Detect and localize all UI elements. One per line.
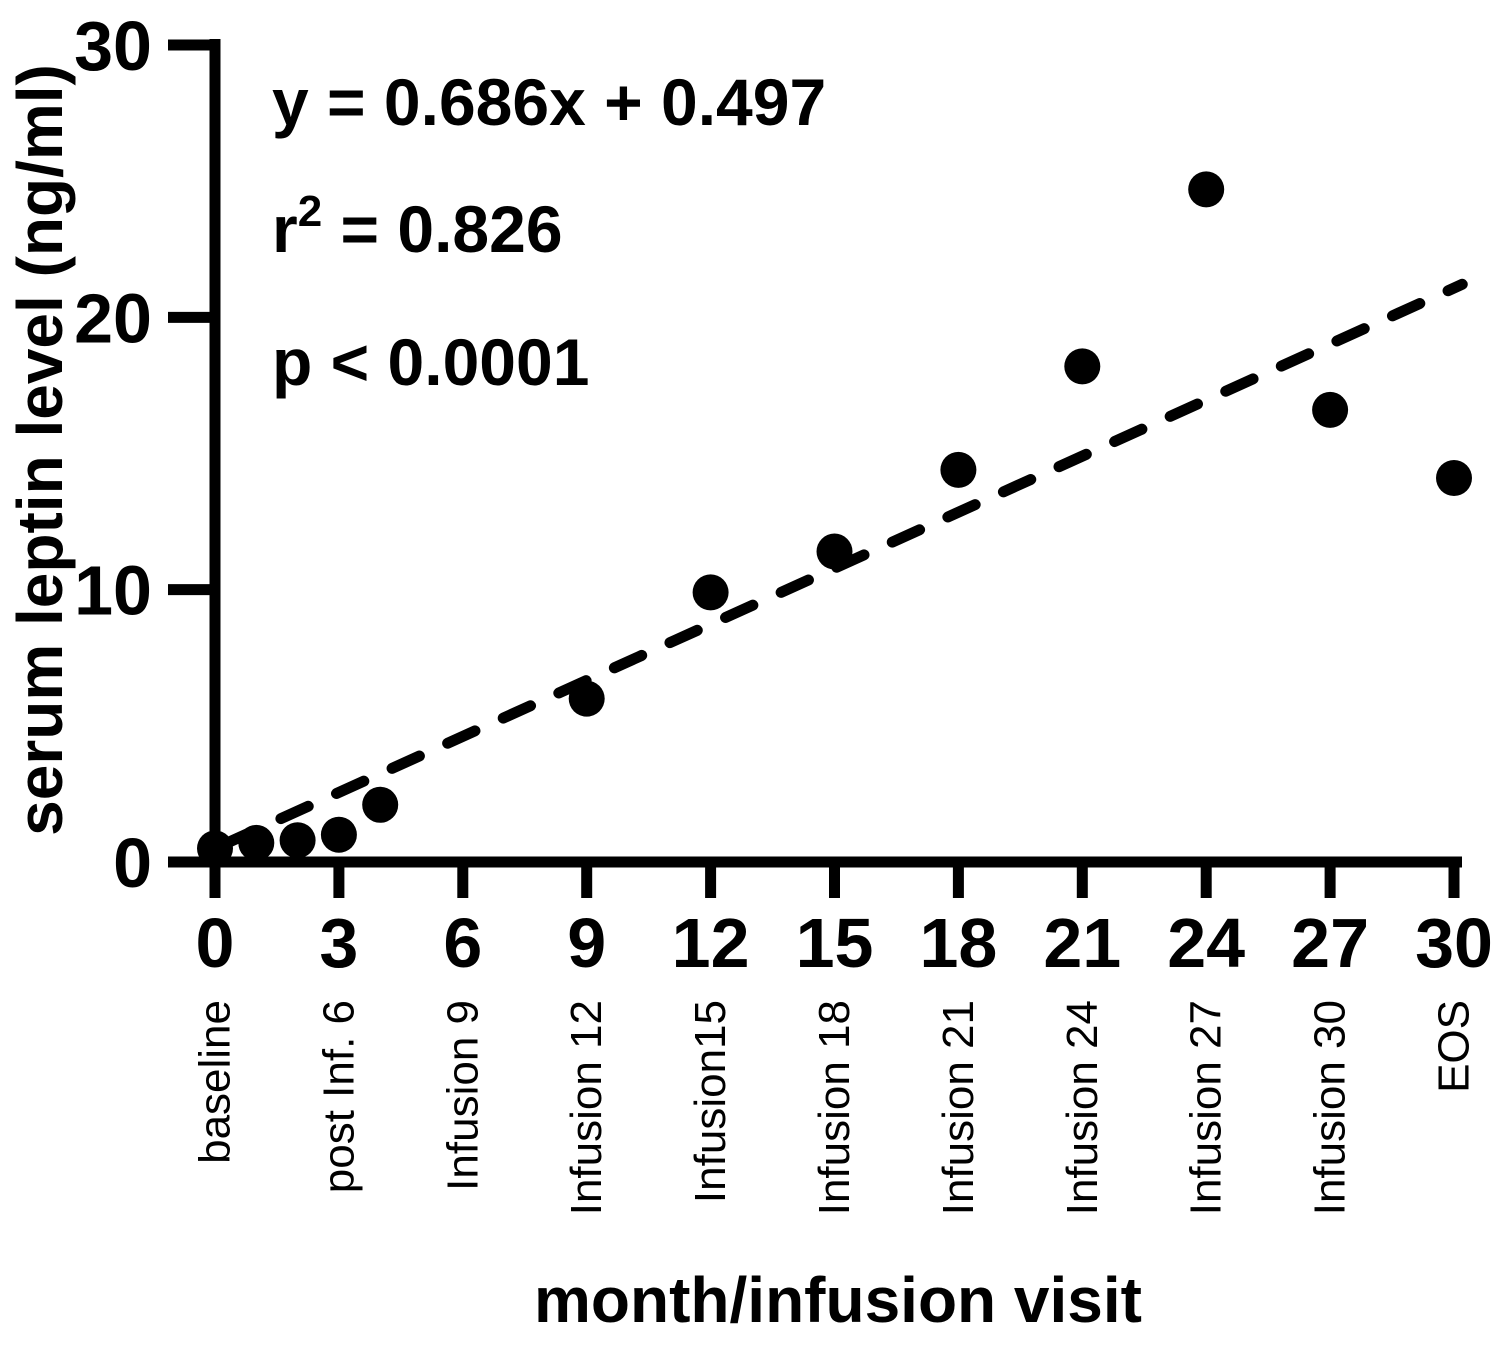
annotation-line: y = 0.686x + 0.497 bbox=[272, 65, 826, 139]
x-visit-label: Infusion 12 bbox=[562, 1000, 611, 1215]
annotation-line: p < 0.0001 bbox=[272, 325, 589, 399]
data-point bbox=[238, 824, 275, 861]
x-tick-label: 3 bbox=[319, 904, 358, 982]
x-visit-label: Infusion 21 bbox=[934, 1000, 983, 1215]
x-visit-label: Infusion15 bbox=[686, 1000, 735, 1203]
x-tick-label: 30 bbox=[1415, 904, 1493, 982]
data-point bbox=[362, 786, 399, 823]
y-axis-title: serum leptin level (ng/ml) bbox=[4, 64, 76, 836]
data-point bbox=[279, 822, 316, 859]
y-tick-label: 20 bbox=[74, 279, 152, 357]
data-point bbox=[1064, 348, 1101, 385]
data-point bbox=[1188, 171, 1225, 208]
x-visit-label: Infusion 30 bbox=[1306, 1000, 1355, 1215]
x-tick-label: 9 bbox=[567, 904, 606, 982]
x-tick-label: 0 bbox=[196, 904, 235, 982]
data-point bbox=[1312, 391, 1349, 428]
x-visit-label: Infusion 24 bbox=[1058, 1000, 1107, 1215]
y-tick-label: 10 bbox=[74, 552, 152, 630]
data-point bbox=[816, 533, 853, 570]
data-point bbox=[320, 816, 357, 853]
x-tick-label: 6 bbox=[443, 904, 482, 982]
x-visit-label: Infusion 27 bbox=[1182, 1000, 1231, 1215]
data-point bbox=[940, 451, 977, 488]
x-tick-label: 24 bbox=[1167, 904, 1245, 982]
data-point bbox=[568, 680, 605, 717]
annotation-line: r2 = 0.826 bbox=[272, 187, 563, 266]
data-point bbox=[1436, 460, 1472, 497]
data-point bbox=[197, 830, 233, 867]
x-visit-label: Infusion 9 bbox=[438, 1000, 487, 1191]
x-tick-label: 27 bbox=[1291, 904, 1369, 982]
x-tick-label: 12 bbox=[672, 904, 750, 982]
x-tick-label: 15 bbox=[796, 904, 874, 982]
y-tick-label: 30 bbox=[74, 7, 152, 85]
x-tick-label: 21 bbox=[1043, 904, 1121, 982]
x-visit-label: Infusion 18 bbox=[810, 1000, 859, 1215]
y-tick-label: 0 bbox=[113, 824, 152, 902]
data-point bbox=[692, 574, 729, 611]
x-visit-label: baseline bbox=[191, 1000, 240, 1164]
x-visit-label: post Inf. 6 bbox=[314, 1000, 363, 1193]
x-visit-label: EOS bbox=[1430, 1000, 1479, 1093]
x-tick-label: 18 bbox=[919, 904, 997, 982]
x-axis-title: month/infusion visit bbox=[534, 1264, 1142, 1336]
